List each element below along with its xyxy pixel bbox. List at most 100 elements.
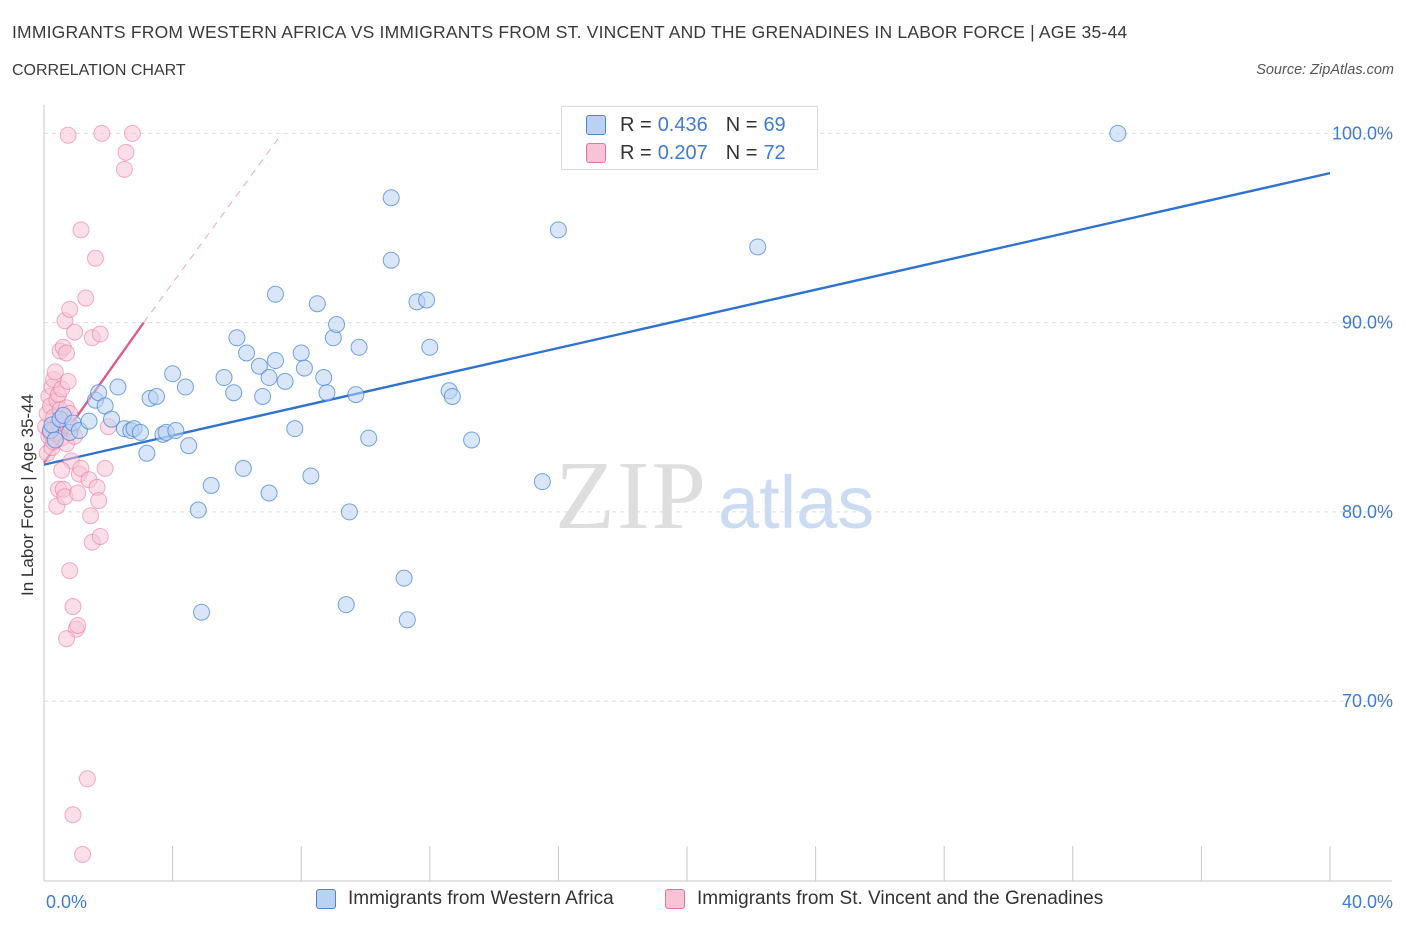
data-point-blue xyxy=(463,431,481,449)
y-tick-label: 80.0% xyxy=(1342,502,1393,522)
data-point-blue xyxy=(350,338,368,356)
data-point-blue xyxy=(276,372,294,390)
data-point-blue xyxy=(328,316,346,334)
stats-legend-row-blue: R = 0.436 N = 69 xyxy=(586,113,786,137)
data-point-pink xyxy=(86,249,104,267)
grid-lines xyxy=(44,132,1392,702)
data-point-pink xyxy=(93,124,111,142)
data-point-pink xyxy=(59,372,77,390)
data-point-blue xyxy=(254,387,272,405)
legend-item-st-vincent: Immigrants from St. Vincent and the Gren… xyxy=(665,888,1103,910)
data-point-pink xyxy=(72,221,90,239)
data-point-blue xyxy=(1109,124,1127,142)
data-point-blue xyxy=(250,357,268,375)
source-note: Source: ZipAtlas.com xyxy=(1256,62,1394,78)
data-point-pink xyxy=(91,325,109,343)
data-point-blue xyxy=(193,603,211,621)
n-value: 72 xyxy=(763,141,786,164)
data-point-blue xyxy=(382,189,400,207)
data-point-blue xyxy=(266,352,284,370)
data-point-blue xyxy=(443,387,461,405)
data-point-blue xyxy=(286,420,304,438)
watermark-atlas: atlas xyxy=(718,461,874,544)
data-point-pink xyxy=(82,507,100,525)
data-point-blue xyxy=(138,444,156,462)
data-point-blue xyxy=(318,384,336,402)
data-point-blue xyxy=(225,384,243,402)
data-point-pink xyxy=(58,344,76,362)
stats-legend-row-pink: R = 0.207 N = 72 xyxy=(586,141,786,165)
data-point-blue xyxy=(131,423,149,441)
y-axis-label: In Labor Force | Age 35-44 xyxy=(18,394,37,596)
data-point-blue xyxy=(215,369,233,387)
data-point-pink xyxy=(61,562,79,580)
watermark: ZIP xyxy=(555,442,708,550)
r-label: R = xyxy=(620,141,652,164)
n-value: 69 xyxy=(763,113,786,136)
chart-subtitle: CORRELATION CHART xyxy=(12,62,186,79)
data-point-pink xyxy=(77,289,95,307)
data-point-pink xyxy=(61,300,79,318)
data-point-blue xyxy=(292,344,310,362)
blue-swatch xyxy=(316,889,336,909)
y-tick-label: 70.0% xyxy=(1342,691,1393,711)
data-point-pink xyxy=(59,126,77,144)
axes xyxy=(43,105,1392,882)
data-point-pink xyxy=(117,143,135,161)
data-point-pink xyxy=(66,323,84,341)
data-point-blue xyxy=(360,429,378,447)
data-point-pink xyxy=(69,484,87,502)
data-point-blue xyxy=(533,473,551,491)
data-point-blue xyxy=(167,422,185,440)
data-point-pink xyxy=(74,846,92,864)
data-point-blue xyxy=(80,412,98,430)
data-point-pink xyxy=(91,528,109,546)
blue-swatch xyxy=(586,115,606,135)
data-point-blue xyxy=(238,344,256,362)
trend-line-pink-extended xyxy=(143,133,283,324)
data-point-blue xyxy=(418,291,436,309)
data-point-blue xyxy=(347,386,365,404)
data-point-pink xyxy=(58,630,76,648)
data-point-blue xyxy=(302,467,320,485)
data-point-blue xyxy=(266,285,284,303)
data-point-pink xyxy=(90,492,108,510)
data-point-blue xyxy=(202,476,220,494)
trend-line-blue xyxy=(43,171,1331,466)
data-point-blue xyxy=(46,431,64,449)
data-point-blue xyxy=(228,329,246,347)
data-point-blue xyxy=(340,503,358,521)
data-point-blue xyxy=(180,437,198,455)
legend-label: Immigrants from Western Africa xyxy=(348,888,614,909)
data-point-pink xyxy=(46,363,64,381)
data-point-blue xyxy=(382,251,400,269)
data-point-pink xyxy=(123,124,141,142)
data-point-blue xyxy=(148,387,166,405)
data-point-blue xyxy=(337,596,355,614)
data-point-blue xyxy=(421,338,439,356)
chart-title: IMMIGRANTS FROM WESTERN AFRICA VS IMMIGR… xyxy=(12,22,1128,42)
data-point-blue xyxy=(749,238,767,256)
data-point-blue xyxy=(398,611,416,629)
trend-lines xyxy=(43,133,1331,466)
r-label: R = xyxy=(620,113,652,136)
data-point-blue xyxy=(308,295,326,313)
legend-label: Immigrants from St. Vincent and the Gren… xyxy=(697,888,1104,909)
data-point-blue xyxy=(176,378,194,396)
data-point-blue xyxy=(395,569,413,587)
x-tick-label: 0.0% xyxy=(46,892,87,912)
x-tick-label: 40.0% xyxy=(1342,892,1393,912)
r-value: 0.436 xyxy=(657,113,708,136)
y-tick-label: 90.0% xyxy=(1342,313,1393,333)
data-point-pink xyxy=(78,770,96,788)
data-point-pink xyxy=(64,806,82,824)
data-point-blue xyxy=(164,365,182,383)
n-label: N = xyxy=(725,141,758,164)
pink-swatch xyxy=(665,889,685,909)
y-tick-label: 100.0% xyxy=(1332,123,1393,143)
legend-item-western-africa: Immigrants from Western Africa xyxy=(316,888,614,910)
data-point-blue xyxy=(109,378,127,396)
data-point-pink xyxy=(64,598,82,616)
data-point-pink xyxy=(69,616,87,634)
